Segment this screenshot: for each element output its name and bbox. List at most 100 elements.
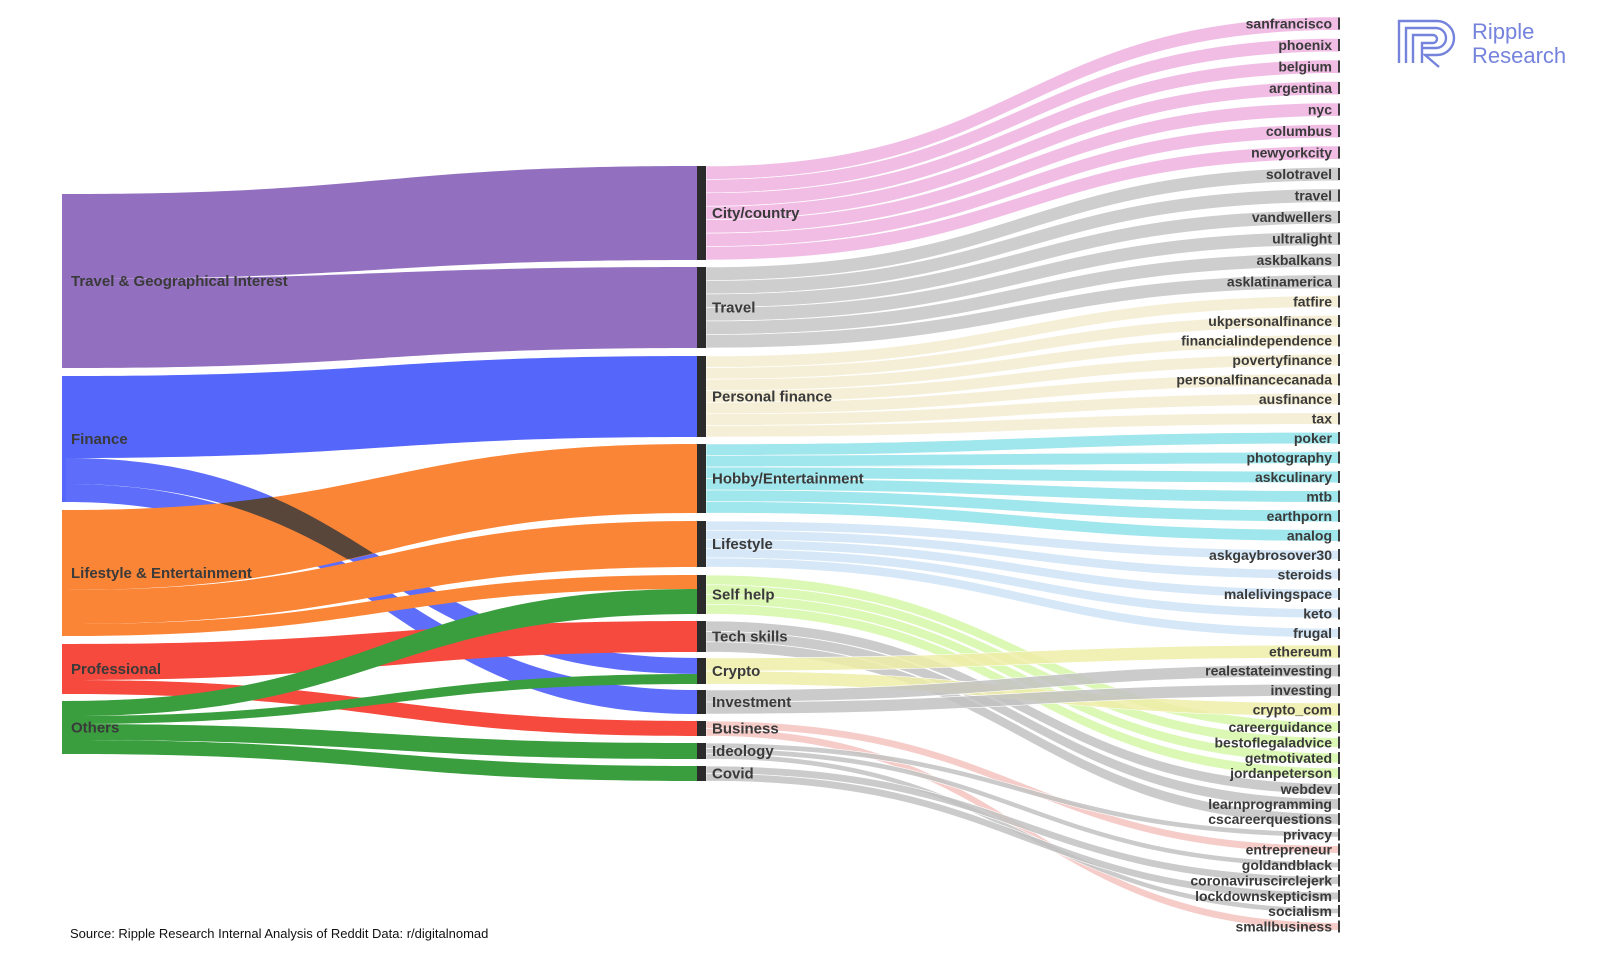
node-coronaviruscirclejerk — [1338, 874, 1340, 887]
node-label-belgium: belgium — [1278, 59, 1332, 75]
node-keto — [1338, 607, 1340, 620]
node-label-jordanpeterson: jordanpeterson — [1229, 765, 1332, 781]
node-label-tech-skills: Tech skills — [712, 629, 788, 646]
node-label-frugal: frugal — [1293, 625, 1332, 641]
node-ethereum — [1338, 645, 1340, 658]
node-investment — [697, 690, 706, 714]
node-label-argentina: argentina — [1269, 80, 1332, 96]
node-finance — [62, 376, 66, 502]
node-entrepreneur — [1338, 843, 1340, 856]
logo-line-1: Ripple — [1472, 19, 1535, 44]
node-label-finance: Finance — [71, 431, 128, 448]
node-label-realestateinvesting: realestateinvesting — [1205, 663, 1332, 679]
logo-line-2: Research — [1472, 43, 1567, 68]
node-label-askbalkans: askbalkans — [1257, 252, 1333, 268]
flow-finance-to-personal-finance — [66, 356, 697, 458]
node-label-columbus: columbus — [1266, 123, 1332, 139]
node-label-privacy: privacy — [1283, 827, 1332, 843]
node-label-goldandblack: goldandblack — [1242, 857, 1332, 873]
node-travel-geographical-interest — [62, 194, 66, 368]
node-label-business: Business — [712, 721, 779, 738]
node-label-phoenix: phoenix — [1278, 37, 1332, 53]
node-getmotivated — [1338, 752, 1340, 764]
node-lockdownskepticism — [1338, 890, 1340, 902]
node-webdev — [1338, 783, 1340, 795]
node-ausfinance — [1338, 393, 1340, 405]
node-bestoflegaladvice — [1338, 736, 1340, 749]
node-label-personal-finance: Personal finance — [712, 389, 832, 406]
node-label-cscareerquestions: cscareerquestions — [1208, 811, 1332, 827]
node-tech-skills — [697, 621, 706, 652]
node-self-help — [697, 575, 706, 614]
flow-travel-to-travel — [705, 188, 1341, 295]
node-label-ultralight: ultralight — [1272, 231, 1332, 247]
node-ukpersonalfinance — [1338, 315, 1340, 327]
node-lifestyle — [697, 521, 706, 567]
node-analog — [1338, 529, 1340, 542]
node-label-webdev: webdev — [1280, 781, 1333, 797]
node-sanfrancisco — [1338, 17, 1340, 30]
node-label-poker: poker — [1294, 430, 1333, 446]
source-note: Source: Ripple Research Internal Analysi… — [70, 926, 489, 941]
node-fatfire — [1338, 295, 1340, 308]
node-label-smallbusiness: smallbusiness — [1236, 919, 1333, 935]
flow-city-country-to-argentina — [705, 80, 1341, 221]
node-askculinary — [1338, 471, 1340, 483]
node-cscareerquestions — [1338, 813, 1340, 825]
node-label-crypto: Crypto — [712, 663, 760, 680]
node-label-earthporn: earthporn — [1267, 508, 1332, 524]
node-label-travel: Travel — [712, 300, 755, 317]
node-photography — [1338, 451, 1340, 464]
flow-travel-geographical-interest-to-city-country — [66, 166, 697, 279]
node-povertyfinance — [1338, 354, 1340, 366]
node-malelivingspace — [1338, 588, 1340, 600]
node-label-professional: Professional — [71, 661, 161, 678]
node-label-personalfinancecanada: personalfinancecanada — [1176, 372, 1332, 388]
node-label-hobby-entertainment: Hobby/Entertainment — [712, 471, 864, 488]
flow-travel-to-askbalkans — [705, 252, 1341, 335]
flow-lifestyle-entertainment-to-self-help — [66, 575, 697, 636]
flow-finance-to-investment — [66, 484, 697, 714]
node-frugal — [1338, 627, 1340, 639]
node-label-investing: investing — [1271, 682, 1332, 698]
flow-city-country-to-newyorkcity — [705, 145, 1341, 261]
node-label-tax: tax — [1312, 411, 1332, 427]
node-label-analog: analog — [1287, 528, 1332, 544]
node-label-nyc: nyc — [1308, 102, 1332, 118]
node-covid — [697, 766, 706, 781]
node-askgaybrosover30 — [1338, 549, 1340, 561]
node-privacy — [1338, 828, 1340, 841]
node-personal-finance — [697, 356, 706, 437]
node-label-bestoflegaladvice: bestoflegaladvice — [1215, 735, 1333, 751]
node-label-lockdownskepticism: lockdownskepticism — [1195, 888, 1332, 904]
flow-travel-geographical-interest-to-travel — [66, 267, 697, 368]
sankey-nodes — [62, 17, 1340, 933]
node-lifestyle-entertainment — [62, 510, 66, 636]
flow-city-country-to-nyc — [705, 102, 1341, 234]
node-earthporn — [1338, 510, 1340, 522]
node-label-travel-geographical-interest: Travel & Geographical Interest — [71, 273, 288, 290]
node-label-investment: Investment — [712, 694, 791, 711]
node-socialism — [1338, 905, 1340, 917]
node-hobby-entertainment — [697, 444, 706, 513]
flow-city-country-to-phoenix — [705, 37, 1341, 194]
node-label-learnprogramming: learnprogramming — [1208, 796, 1332, 812]
node-jordanpeterson — [1338, 767, 1340, 779]
node-careerguidance — [1338, 721, 1340, 733]
node-label-askculinary: askculinary — [1255, 469, 1332, 485]
flow-others-to-crypto — [66, 674, 697, 724]
node-travel — [697, 267, 706, 348]
node-label-covid: Covid — [712, 766, 754, 783]
node-label-financialindependence: financialindependence — [1181, 333, 1332, 349]
node-label-solotravel: solotravel — [1266, 166, 1332, 182]
node-travel — [1338, 189, 1340, 202]
flow-others-to-covid — [66, 740, 697, 781]
node-label-vandwellers: vandwellers — [1252, 209, 1332, 225]
node-label-ausfinance: ausfinance — [1259, 391, 1332, 407]
node-tax — [1338, 412, 1340, 425]
level2-to-level3-flows — [705, 16, 1341, 931]
node-label-ideology: Ideology — [712, 743, 774, 760]
node-solotravel — [1338, 168, 1340, 180]
node-columbus — [1338, 125, 1340, 137]
